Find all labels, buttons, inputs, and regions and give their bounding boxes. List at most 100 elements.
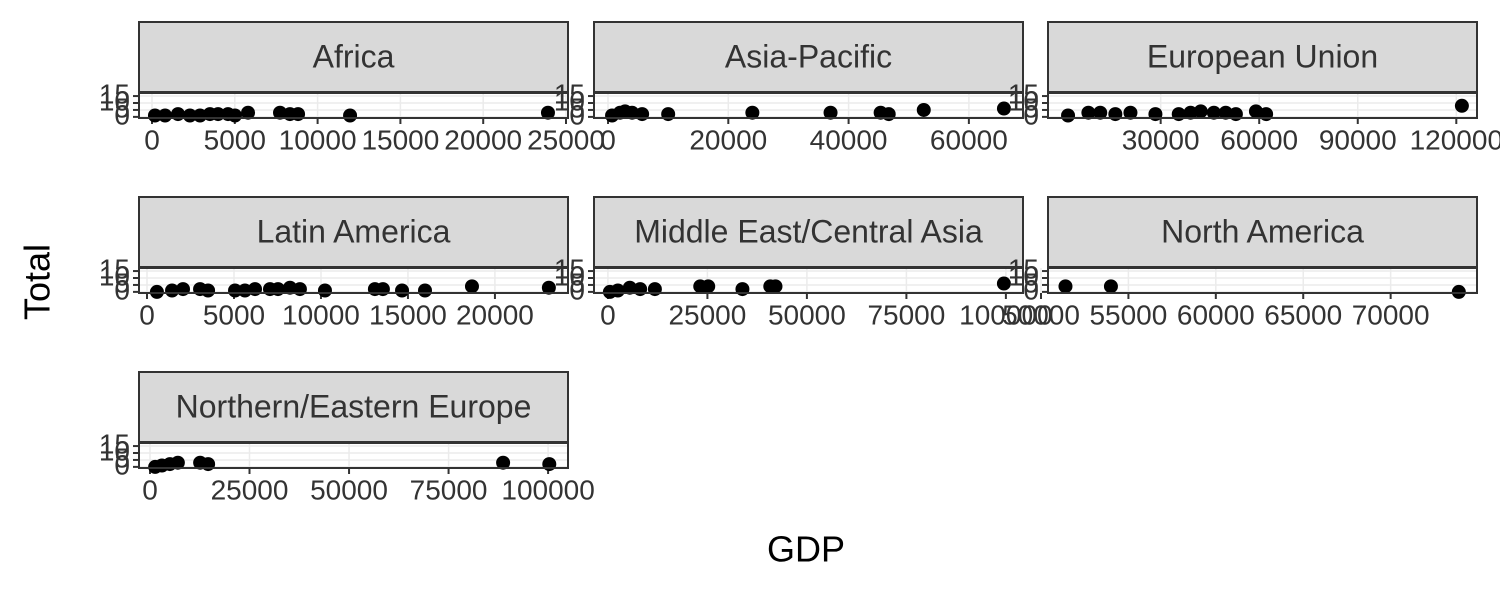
x-tick-label: 50000 (1002, 299, 1080, 330)
point (1093, 105, 1108, 120)
strip (1047, 21, 1478, 93)
x-tick-label: 30000 (1122, 124, 1200, 155)
point (823, 105, 838, 120)
x-tick-label: 5000 (203, 299, 265, 330)
point (1451, 284, 1466, 299)
point (292, 282, 307, 297)
panel-border (138, 267, 569, 294)
x-tick-label: 10000 (279, 124, 357, 155)
panel (1048, 268, 1477, 293)
point (996, 276, 1011, 291)
x-tick-label: 5000 (204, 124, 266, 155)
point (1193, 104, 1208, 119)
x-tick-label: 20000 (444, 124, 522, 155)
y-tick-label: 5 (114, 442, 130, 473)
point (149, 284, 164, 299)
point (1206, 105, 1221, 120)
y-tick-label: 15 (1008, 253, 1039, 284)
point (270, 282, 285, 297)
x-tick-label: 40000 (810, 124, 888, 155)
point (227, 108, 242, 123)
point (1148, 107, 1163, 122)
y-tick-label: 10 (1008, 85, 1039, 116)
y-tick-label: 5 (114, 92, 130, 123)
x-tick-label: 20000 (689, 124, 767, 155)
point (633, 282, 648, 297)
point (496, 455, 511, 470)
x-tick-label: 15000 (361, 124, 439, 155)
point (1103, 279, 1118, 294)
y-tick-label: 0 (1023, 99, 1039, 130)
y-tick-label: 0 (569, 99, 585, 130)
y-tick-label: 10 (99, 85, 130, 116)
panel-border (593, 267, 1024, 294)
panel-border (138, 92, 569, 119)
x-tick-label: 0 (600, 124, 616, 155)
point (171, 107, 185, 122)
point (158, 108, 173, 123)
x-tick-label: 0 (142, 474, 158, 505)
point (622, 280, 637, 295)
point (241, 105, 256, 120)
point (996, 101, 1011, 116)
point (661, 107, 676, 122)
point (916, 102, 931, 117)
point (635, 107, 650, 122)
y-tick-label: 5 (569, 267, 585, 298)
x-tick-label: 0 (600, 299, 616, 330)
point (768, 279, 783, 294)
y-tick-label: 15 (1008, 78, 1039, 109)
panel-border (1047, 92, 1478, 119)
y-tick-label: 0 (114, 274, 130, 305)
point (291, 107, 306, 122)
y-tick-label: 10 (99, 260, 130, 291)
point (1454, 98, 1469, 113)
point (647, 282, 662, 297)
y-tick-label: 15 (554, 78, 585, 109)
point (1108, 107, 1123, 122)
point (542, 457, 557, 472)
x-tick-label: 0 (139, 299, 155, 330)
point (1058, 279, 1073, 294)
point (745, 105, 760, 120)
point (201, 457, 216, 472)
y-tick-label: 15 (554, 253, 585, 284)
point (418, 283, 432, 298)
facet-title: European Union (1147, 38, 1378, 74)
x-axis-label: GDP (767, 529, 845, 570)
x-tick-label: 60000 (1220, 124, 1298, 155)
panel-border (593, 92, 1024, 119)
point (170, 455, 185, 470)
point (201, 283, 216, 298)
x-tick-label: 60000 (1177, 299, 1255, 330)
y-tick-label: 5 (1023, 267, 1039, 298)
x-tick-label: 0 (144, 124, 160, 155)
y-tick-label: 5 (114, 267, 130, 298)
strip (1047, 196, 1478, 268)
point (1081, 105, 1096, 120)
strip (138, 196, 569, 268)
point (1061, 108, 1076, 123)
strip (138, 21, 569, 93)
panel (594, 268, 1023, 293)
point (317, 283, 332, 298)
x-tick-label: 90000 (1319, 124, 1397, 155)
facet-title: Africa (313, 38, 395, 74)
facet-title: North America (1161, 213, 1364, 249)
y-tick-label: 5 (1023, 92, 1039, 123)
point (464, 279, 479, 294)
point (1218, 105, 1233, 120)
facet-title: Northern/Eastern Europe (176, 388, 532, 424)
x-tick-label: 20000 (456, 299, 534, 330)
x-tick-label: 25000 (668, 299, 746, 330)
y-tick-label: 10 (1008, 260, 1039, 291)
y-tick-label: 15 (99, 253, 130, 284)
point (1171, 107, 1186, 122)
point (881, 107, 896, 122)
x-tick-label: 120000 (1410, 124, 1500, 155)
x-tick-label: 50000 (768, 299, 846, 330)
facet-title: Asia-Pacific (725, 38, 892, 74)
panel-border (1047, 267, 1478, 294)
y-axis-label: Total (17, 244, 58, 320)
